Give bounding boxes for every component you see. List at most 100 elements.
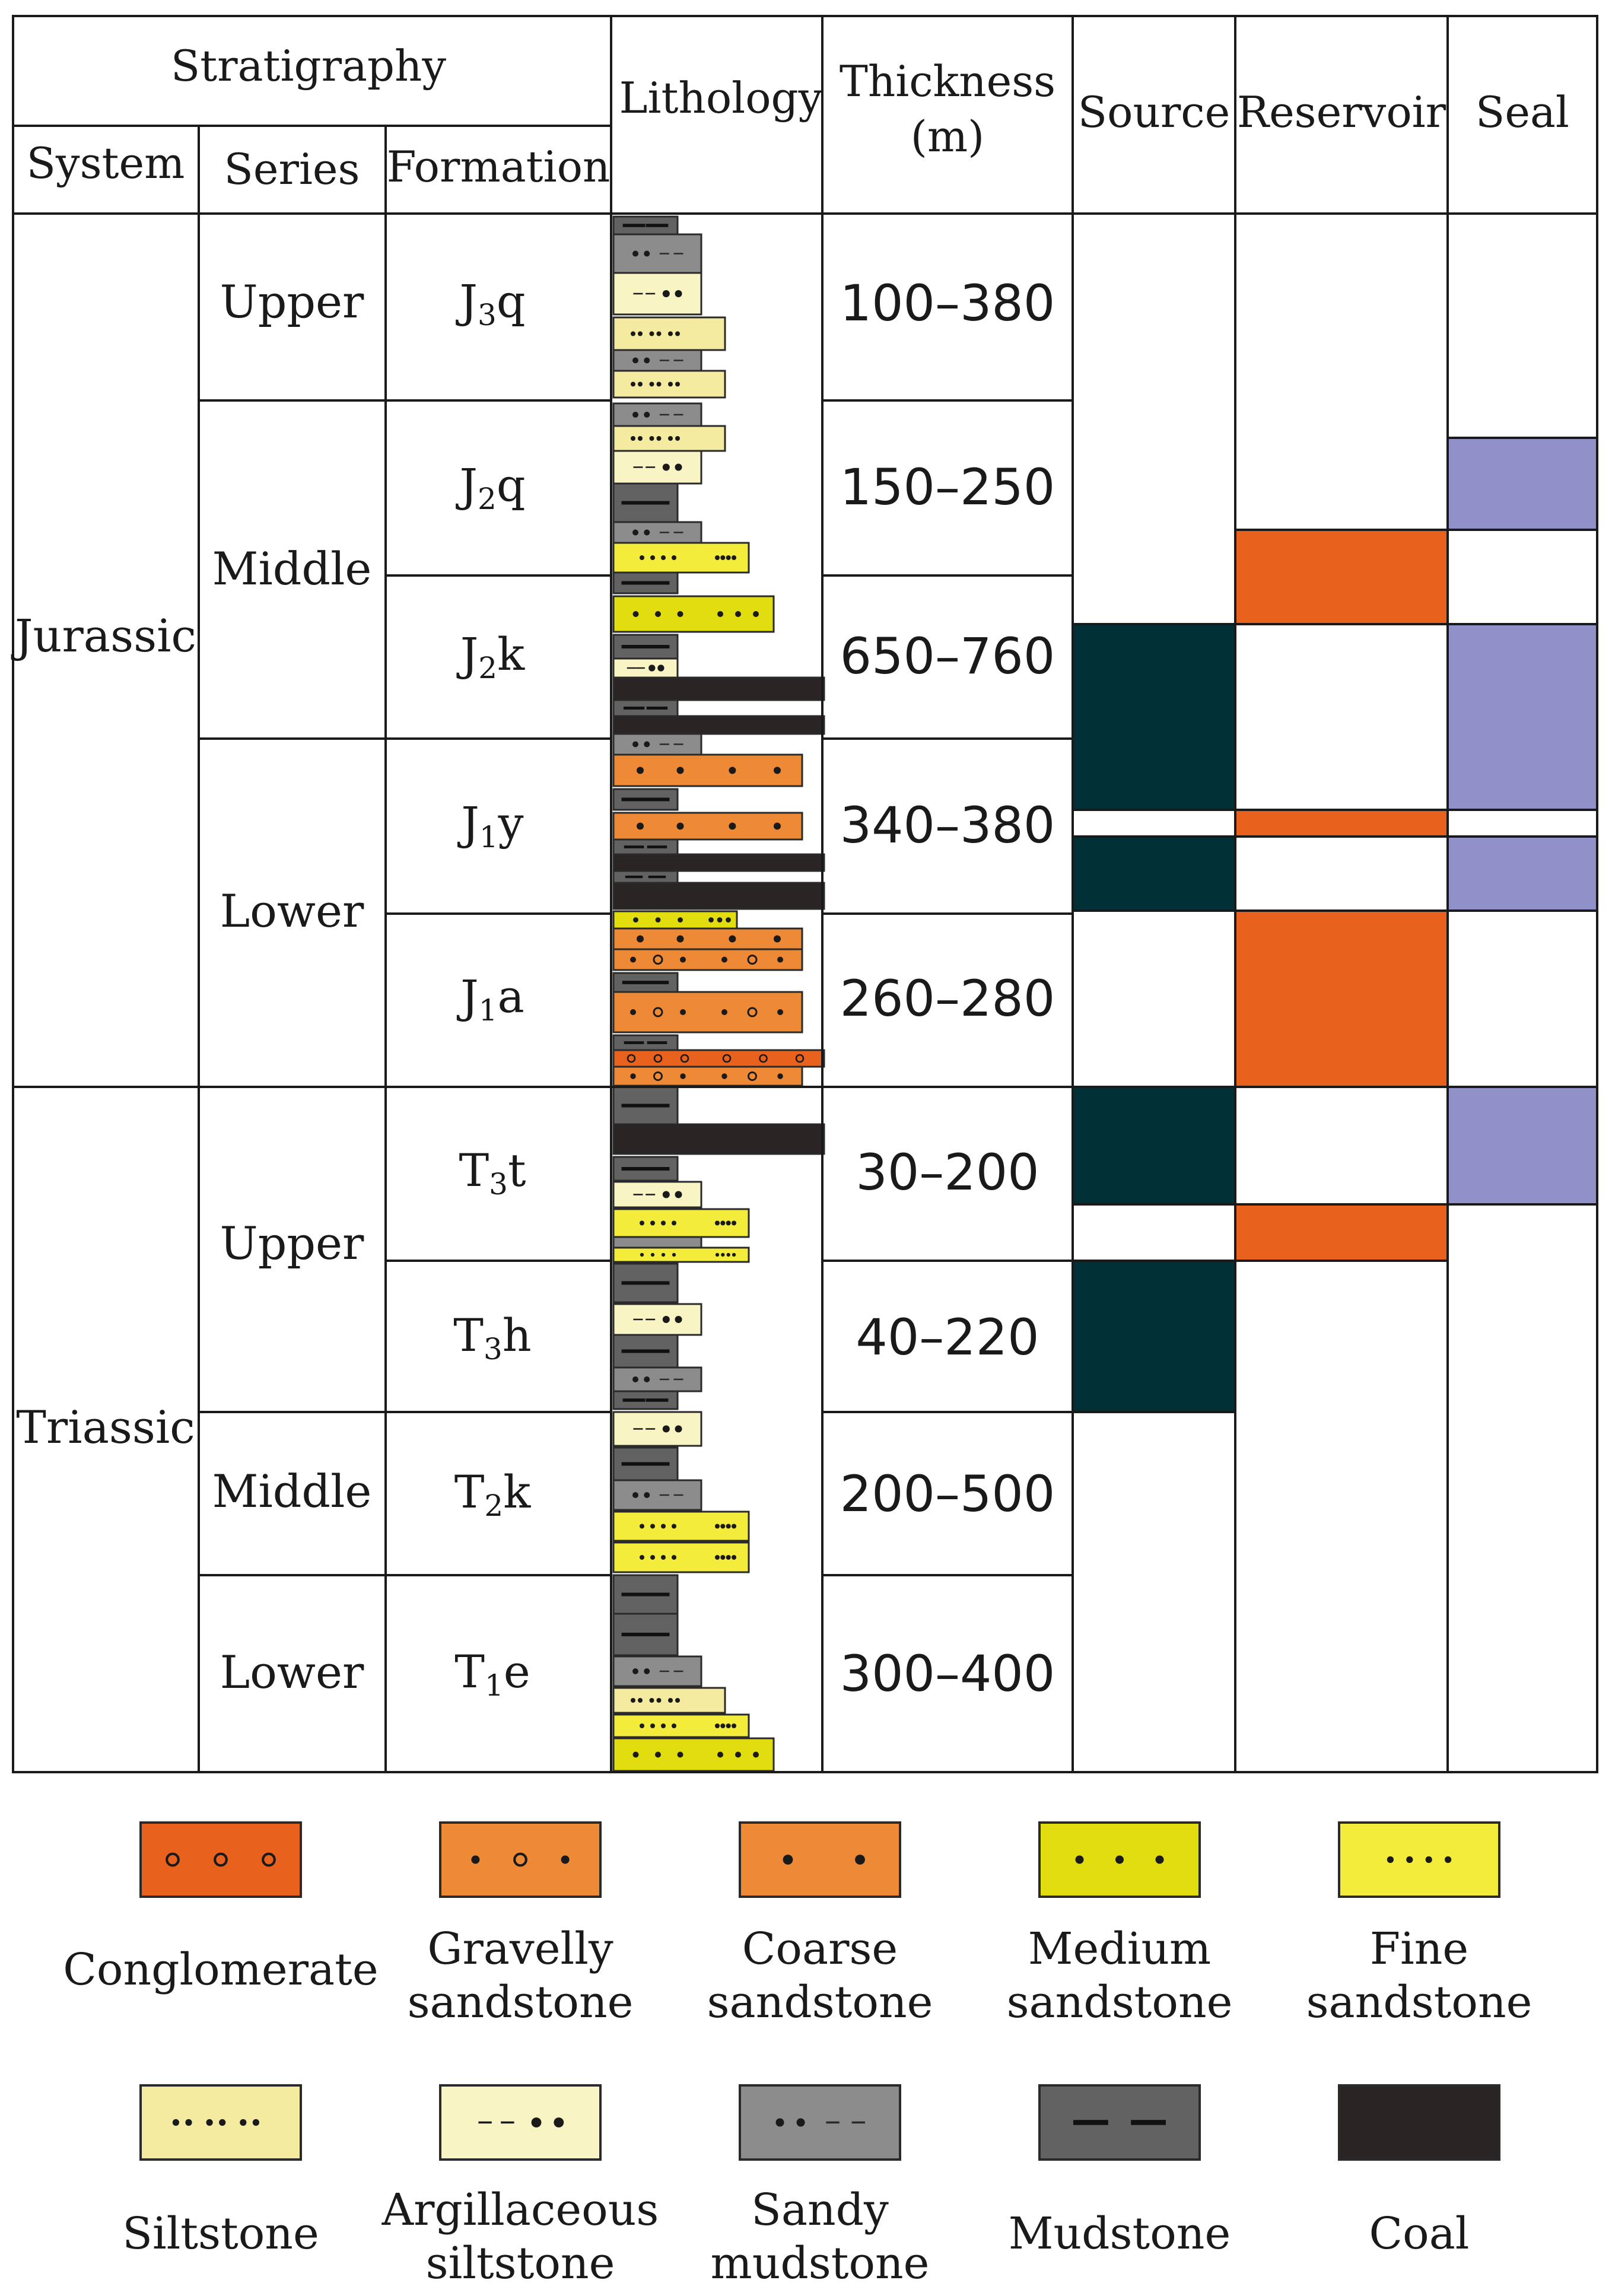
lithology-bed-mudstone <box>612 788 679 811</box>
legend-label-gravelly: Gravelly <box>427 1923 613 1974</box>
legend-item-conglomerate: Conglomerate <box>63 1821 379 1995</box>
formation-t3h: T3h <box>453 1309 531 1366</box>
lithology-bed-mudstone <box>612 1446 679 1481</box>
formation-j3q: J3q <box>456 275 526 332</box>
lithology-bed-sandymud <box>612 1236 702 1249</box>
lithology-bed-sandymud <box>612 1366 702 1392</box>
lithology-bed-mudstone <box>612 1263 679 1303</box>
header-stratigraphy: Stratigraphy <box>171 41 446 91</box>
formation-j1a: J1a <box>456 970 524 1028</box>
series-upper-jurassic: Upper <box>220 275 364 328</box>
legend-swatch-coal <box>1338 2084 1500 2161</box>
lithology-bed-coarse <box>612 927 803 950</box>
source-interval-bar <box>1072 623 1236 811</box>
source-interval-bar <box>1072 835 1236 912</box>
legend-label-fine-line2: sandstone <box>1306 1977 1532 2028</box>
formation-t2k: T2k <box>454 1465 532 1523</box>
lithology-bed-fine <box>612 1510 750 1542</box>
legend-label-gravelly-line2: sandstone <box>408 1977 634 2028</box>
lithology-bed-mudstone <box>612 215 679 236</box>
header-thickness: Thickness <box>840 56 1055 106</box>
legend-label-sandymud-line2: mudstone <box>711 2238 930 2289</box>
lithology-bed-argsilt <box>612 1411 702 1447</box>
lithology-bed-siltstone <box>612 425 726 452</box>
lithology-bed-coal <box>612 676 825 701</box>
lithology-bed-gravelly <box>612 991 803 1033</box>
lithology-bed-coal <box>612 715 825 735</box>
header-system: System <box>27 138 185 188</box>
lithology-bed-mudstone <box>612 699 679 717</box>
lithology-bed-sandymud <box>612 349 702 372</box>
formation-j1y: J1y <box>457 797 523 854</box>
header-series: Series <box>224 144 360 194</box>
lithology-bed-mudstone <box>612 634 679 660</box>
legend-item-coal: Coal <box>1338 2084 1500 2259</box>
lithology-bed-medium <box>612 595 775 633</box>
series-lower-jurassic: Lower <box>220 885 364 937</box>
legend-swatch-fine <box>1338 1821 1500 1898</box>
legend-label-argsilt-line2: siltstone <box>426 2238 615 2289</box>
header-lithology: Lithology <box>619 73 823 123</box>
legend-label-siltstone: Siltstone <box>122 2208 319 2259</box>
source-interval-bar <box>1072 1086 1236 1206</box>
series-middle-triassic: Middle <box>212 1465 372 1518</box>
lithology-bed-mudstone <box>612 870 679 884</box>
lithology-bed-mudstone <box>612 1086 679 1125</box>
reservoir-interval-bar <box>1234 1203 1449 1262</box>
lithology-bed-coarse <box>612 812 803 841</box>
formation-j2q: J2q <box>456 459 526 516</box>
lithology-bed-siltstone <box>612 370 726 399</box>
legend-swatch-mudstone <box>1038 2084 1201 2161</box>
system-jurassic: Jurassic <box>11 609 196 662</box>
legend-label-argsilt: Argillaceous <box>381 2184 659 2235</box>
lithology-bed-sandymud <box>612 1655 702 1687</box>
formation-t3t: T3t <box>459 1144 526 1201</box>
series-middle-jurassic: Middle <box>212 542 372 595</box>
lithology-bed-sandymud <box>612 521 702 544</box>
table-header: Stratigraphy System Series Formation Lit… <box>27 41 1569 194</box>
series-upper-triassic: Upper <box>220 1217 364 1270</box>
thickness-t1e: 300–400 <box>840 1645 1055 1703</box>
seal-interval-bar <box>1446 835 1598 912</box>
lithology-bed-mudstone <box>612 1390 679 1410</box>
thickness-t3h: 40–220 <box>856 1308 1039 1366</box>
lithology-bed-medium <box>612 910 738 930</box>
lithology-bed-fine <box>612 1208 750 1238</box>
header-reservoir: Reservoir <box>1237 87 1446 137</box>
legend-label-coarse-line2: sandstone <box>707 1977 933 2028</box>
legend-label-medium-line2: sandstone <box>1007 1977 1233 2028</box>
legend-label-coarse: Coarse <box>742 1923 898 1974</box>
lithology-bed-coal <box>612 882 825 910</box>
header-source: Source <box>1078 87 1230 137</box>
lithology-bed-mudstone <box>612 1613 679 1656</box>
thickness-t3t: 30–200 <box>856 1143 1039 1201</box>
lithology-bed-mudstone <box>612 1034 679 1051</box>
thickness-j1a: 260–280 <box>840 969 1055 1028</box>
lithology-bed-mudstone <box>612 482 679 523</box>
lithology-bed-mudstone <box>612 838 679 856</box>
seal-interval-bar <box>1446 437 1598 531</box>
table-grid <box>12 15 1598 1773</box>
lithology-bed-sandymud <box>612 402 702 427</box>
formation-rows: J3q 100–380 J2q 150–250 J2k 650–760 J1y 340–380… <box>453 274 1055 1703</box>
lithology-bed-conglomerate <box>612 1049 825 1068</box>
reservoir-interval-bar <box>1234 809 1449 838</box>
thickness-j1y: 340–380 <box>840 796 1055 854</box>
lithology-bed-mudstone <box>612 972 679 993</box>
lithology-bed-mudstone <box>612 1574 679 1615</box>
legend-swatch-sandymud <box>739 2084 901 2161</box>
thickness-j2q: 150–250 <box>840 458 1055 516</box>
formation-t1e: T1e <box>454 1645 530 1703</box>
series-lower-triassic: Lower <box>220 1646 364 1699</box>
legend-item-siltstone: Siltstone <box>122 2084 319 2259</box>
system-triassic: Triassic <box>16 1401 195 1454</box>
lithology-bed-gravelly <box>612 948 803 971</box>
lithology-bed-siltstone <box>612 316 726 351</box>
source-interval-bar <box>1072 1260 1236 1413</box>
reservoir-interval-bar <box>1234 529 1449 625</box>
